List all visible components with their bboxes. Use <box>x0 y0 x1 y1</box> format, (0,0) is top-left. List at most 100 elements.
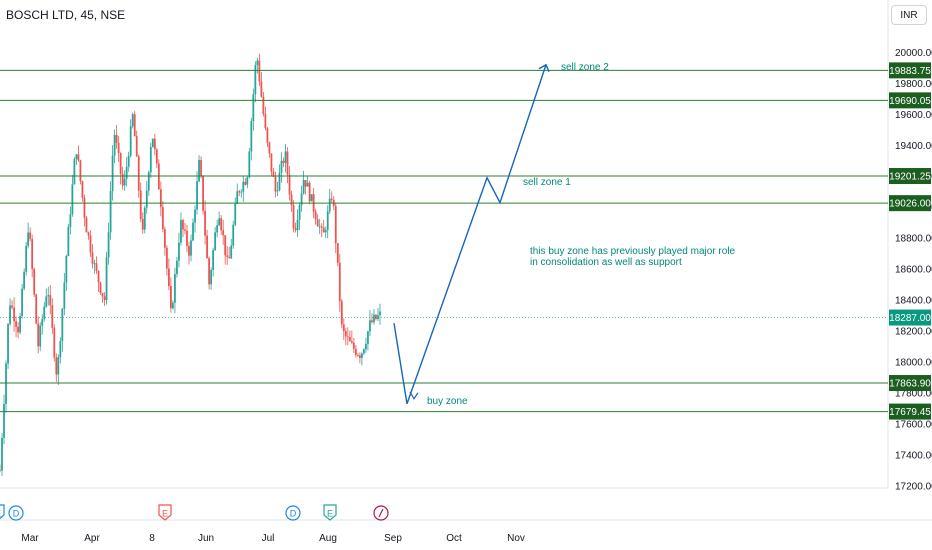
projection-arrowhead <box>538 63 550 73</box>
candle-body <box>101 292 104 297</box>
zone-lower-price-label: 19026.00 <box>889 199 931 210</box>
symbol-title: BOSCH LTD, 45, NSE <box>6 8 126 22</box>
candle-body <box>336 243 339 263</box>
candle-body <box>143 207 146 230</box>
candle-body <box>354 348 357 355</box>
candle-body <box>51 305 54 328</box>
candle-body <box>159 189 162 208</box>
candle-body <box>123 178 126 186</box>
candle-body <box>377 315 379 320</box>
candle-body <box>212 250 215 271</box>
candle-body <box>85 217 88 233</box>
zone-lower-price-label-bg <box>889 403 931 420</box>
candle-body <box>73 159 76 185</box>
y-tick-label: 18200.00 <box>895 327 932 338</box>
candle-body <box>282 160 285 163</box>
candle-body <box>9 305 11 324</box>
candle-body <box>119 153 122 174</box>
candle-body <box>200 160 202 176</box>
sell-zone-2-label: sell zone 2 <box>561 62 609 73</box>
candle-body <box>208 258 211 285</box>
candle-body <box>33 269 36 295</box>
candle-body <box>260 81 263 97</box>
candle-body <box>135 136 138 157</box>
y-tick-label: 17400.00 <box>895 450 932 461</box>
candle-body <box>284 151 287 163</box>
candle-body <box>19 316 22 333</box>
candle-body <box>21 288 24 317</box>
last-price-label: 18287.00 <box>889 313 931 324</box>
dividend-icon <box>8 505 24 521</box>
candle-body <box>356 354 359 356</box>
x-tick-label: Aug <box>319 533 337 544</box>
y-tick-label: 18400.00 <box>895 296 932 307</box>
candle-body <box>81 181 84 198</box>
currency-selector[interactable]: INR <box>891 5 927 25</box>
candle-body <box>375 314 377 320</box>
candle-body <box>91 252 94 264</box>
candle-body <box>184 229 186 231</box>
candle-body <box>318 226 321 228</box>
candle-body <box>262 96 265 115</box>
candle-body <box>5 363 7 405</box>
event-marker-label: E <box>162 509 168 519</box>
candle-body <box>330 198 333 200</box>
candle-body <box>182 220 184 230</box>
candle-body <box>35 294 38 324</box>
zone-upper-price-label: 17863.90 <box>889 379 931 390</box>
candle-body <box>117 142 120 154</box>
candle-body <box>210 270 213 285</box>
x-tick-label: 8 <box>149 533 155 544</box>
candle-body <box>244 181 247 185</box>
candle-body <box>25 245 28 272</box>
candle-body <box>29 232 32 239</box>
candle-body <box>169 286 172 309</box>
y-tick-label: 19600.00 <box>895 110 932 121</box>
candle-body <box>204 210 206 236</box>
candle-body <box>161 207 164 230</box>
y-tick-label: 17600.00 <box>895 419 932 430</box>
candle-body <box>292 204 295 229</box>
candle-body <box>45 296 48 307</box>
candle-body <box>264 114 267 129</box>
event-marker-split <box>373 505 389 521</box>
candle-body <box>358 355 361 358</box>
candle-body <box>67 226 70 257</box>
y-tick-label: 20000.00 <box>895 48 932 59</box>
candle-body <box>133 114 136 137</box>
x-tick-label: Apr <box>84 533 100 544</box>
candle-body <box>65 256 68 283</box>
candle-body <box>109 191 112 233</box>
candle-body <box>328 198 331 212</box>
candle-body <box>338 262 341 302</box>
candle-body <box>240 191 243 193</box>
candle-body <box>176 260 178 275</box>
candle-body <box>310 194 313 202</box>
projection-path <box>393 64 547 405</box>
candle-body <box>69 214 72 227</box>
candle-body <box>326 211 329 231</box>
candle-body <box>31 238 34 270</box>
candle-body <box>77 154 80 161</box>
candle-body <box>11 305 13 308</box>
candle-body <box>280 160 283 173</box>
event-marker-label: D <box>13 509 20 519</box>
sell-zone-1-label: sell zone 1 <box>523 177 571 188</box>
candle-body <box>369 320 371 332</box>
candle-body <box>248 151 251 178</box>
candle-body <box>371 320 373 323</box>
y-tick-label: 18600.00 <box>895 265 932 276</box>
candle-body <box>7 323 9 364</box>
candle-body <box>270 153 273 172</box>
candle-body <box>188 246 190 256</box>
candle-body <box>61 308 64 342</box>
note-line-2: in consolidation as well as support <box>530 257 682 268</box>
candle-body <box>236 191 239 204</box>
candle-body <box>71 184 74 215</box>
x-tick-label: Jul <box>262 533 275 544</box>
candle-body <box>172 302 174 309</box>
candle-body <box>348 337 351 342</box>
earnings-icon <box>158 504 172 521</box>
candle-body <box>266 128 269 143</box>
